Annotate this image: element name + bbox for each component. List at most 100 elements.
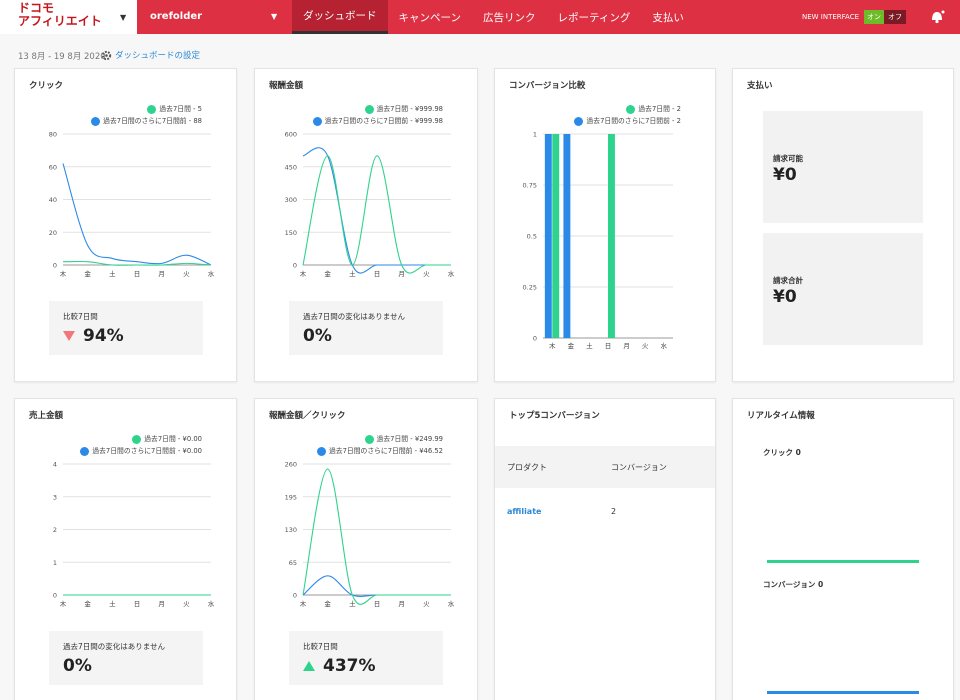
legend-current: 過去7日間 - 2	[638, 105, 681, 113]
nav-reporting[interactable]: レポーティング	[557, 11, 631, 24]
x-tick-label: 土	[349, 269, 356, 278]
stat-value-row: 94%	[63, 326, 124, 346]
card-clicks: クリック 過去7日間 - 5 過去7日間のさらに7日間前 - 88 0 20 40 6…	[14, 68, 237, 382]
y-tick-label: 1	[533, 131, 537, 139]
column-header-product: プロダクト	[507, 463, 547, 472]
bar	[552, 134, 560, 338]
y-tick-label: 80	[49, 131, 57, 139]
top-navigation-bar: ドコモ アフィリエイト ▼ orefolder ▼ ダッシュボード キャンペーン…	[0, 0, 960, 34]
chart-legend: 過去7日間 - ¥999.98 過去7日間のさらに7日間前 - ¥999.98	[312, 103, 443, 127]
new-interface-toggle[interactable]: オン オフ	[864, 10, 906, 24]
reward-line-chart: 0 150 300 450 600 木 金 土 日 月 火 水	[285, 131, 455, 279]
billing-total-box: 請求合計 ¥0	[763, 233, 923, 345]
y-tick-label: 0	[53, 262, 57, 270]
dashboard-settings-label: ダッシュボードの設定	[115, 51, 201, 61]
series-line	[302, 468, 451, 605]
x-tick-label: 木	[300, 599, 307, 608]
billable-value: ¥0	[773, 165, 797, 185]
x-tick-label: 月	[623, 342, 630, 350]
y-tick-label: 0	[533, 335, 537, 343]
billable-box: 請求可能 ¥0	[763, 111, 923, 223]
y-tick-label: 3	[53, 493, 57, 501]
chevron-down-icon[interactable]: ▼	[271, 12, 278, 21]
card-top5-conversions: トップ5コンバージョン プロダクト コンバージョン affiliate 2	[494, 398, 716, 700]
x-tick-label: 水	[448, 269, 455, 278]
y-tick-label: 1	[53, 559, 57, 567]
stat-box: 過去7日間の変化はありません 0%	[289, 301, 443, 355]
logo-area[interactable]: ドコモ アフィリエイト ▼	[0, 0, 137, 34]
card-title: 報酬金額／クリック	[269, 411, 346, 421]
x-tick-label: 水	[208, 599, 215, 608]
x-tick-label: 月	[398, 600, 405, 608]
card-title: クリック	[29, 81, 64, 91]
y-tick-label: 0.5	[527, 233, 537, 241]
product-link[interactable]: affiliate	[507, 507, 542, 516]
legend-previous: 過去7日間のさらに7日間前 - ¥46.52	[329, 447, 443, 455]
x-tick-label: 木	[60, 269, 67, 278]
x-tick-label: 土	[109, 599, 116, 608]
y-tick-label: 195	[285, 493, 297, 501]
x-tick-label: 木	[60, 599, 67, 608]
x-tick-label: 水	[448, 599, 455, 608]
dashboard-settings-link[interactable]: ダッシュボードの設定	[101, 49, 200, 61]
chevron-down-icon[interactable]: ▼	[120, 13, 127, 22]
stat-box: 比較7日間 437%	[289, 631, 443, 685]
legend-previous: 過去7日間のさらに7日間前 - 88	[103, 117, 202, 125]
bar	[563, 134, 571, 338]
legend-previous: 過去7日間のさらに7日間前 - 2	[586, 117, 681, 125]
y-tick-label: 600	[285, 131, 297, 139]
nav-dashboard[interactable]: ダッシュボード	[292, 0, 388, 34]
billing-total-value: ¥0	[773, 287, 797, 307]
bar	[608, 134, 615, 338]
x-tick-label: 日	[134, 600, 141, 608]
date-range: 13 8月 - 19 8月 2020	[18, 52, 106, 62]
x-tick-label: 金	[84, 599, 91, 608]
y-tick-label: 0.25	[523, 284, 537, 292]
nav-payment[interactable]: 支払い	[652, 11, 684, 24]
y-tick-label: 0	[53, 592, 57, 600]
notification-bell-icon[interactable]	[929, 9, 945, 25]
x-tick-label: 土	[349, 599, 356, 608]
legend-current: 過去7日間 - ¥0.00	[144, 435, 202, 443]
stat-box: 過去7日間の変化はありません 0%	[49, 631, 203, 685]
x-tick-label: 月	[158, 270, 165, 278]
y-tick-label: 0	[293, 592, 297, 600]
toggle-on[interactable]: オン	[864, 10, 884, 24]
legend-previous: 過去7日間のさらに7日間前 - ¥999.98	[324, 117, 443, 125]
y-tick-label: 300	[285, 196, 297, 204]
y-tick-label: 150	[285, 229, 297, 237]
toggle-off[interactable]: オフ	[884, 10, 906, 24]
x-tick-label: 日	[605, 342, 612, 350]
card-title: 売上金額	[29, 411, 64, 421]
chart-legend: 過去7日間 - 5 過去7日間のさらに7日間前 - 88	[91, 103, 202, 127]
chart-legend: 過去7日間 - 2 過去7日間のさらに7日間前 - 2	[574, 103, 681, 127]
stat-label: 過去7日間の変化はありません	[303, 312, 406, 321]
x-tick-label: 木	[549, 341, 556, 350]
series-line	[302, 155, 451, 274]
stat-value: 437%	[323, 656, 376, 676]
card-title: リアルタイム情報	[747, 411, 815, 421]
billable-label: 請求可能	[773, 154, 803, 163]
nav-campaign[interactable]: キャンペーン	[398, 11, 461, 24]
folder-selector[interactable]: orefolder	[150, 11, 203, 22]
stat-value: 0%	[63, 656, 92, 676]
stat-value: 94%	[83, 326, 124, 346]
conversion-count: 2	[611, 507, 617, 516]
stat-value-row: 0%	[303, 326, 332, 346]
x-tick-label: 土	[586, 341, 593, 350]
x-tick-label: 火	[423, 600, 430, 608]
stat-label: 比較7日間	[303, 642, 338, 651]
y-tick-label: 450	[285, 163, 297, 171]
x-tick-label: 木	[300, 269, 307, 278]
new-interface-label: NEW INTERFACE	[802, 13, 860, 21]
card-sales: 売上金額 過去7日間 - ¥0.00 過去7日間のさらに7日間前 - ¥0.00…	[14, 398, 237, 700]
nav-ad-links[interactable]: 広告リンク	[482, 11, 536, 24]
x-tick-label: 火	[423, 270, 430, 278]
legend-current: 過去7日間 - ¥999.98	[376, 105, 443, 113]
chart-legend: 過去7日間 - ¥249.99 過去7日間のさらに7日間前 - ¥46.52	[317, 433, 443, 457]
trend-down-icon	[63, 331, 75, 341]
x-tick-label: 金	[84, 269, 91, 278]
card-title: 報酬金額	[269, 81, 304, 91]
y-tick-label: 40	[49, 196, 57, 204]
y-tick-label: 0.75	[523, 182, 537, 190]
